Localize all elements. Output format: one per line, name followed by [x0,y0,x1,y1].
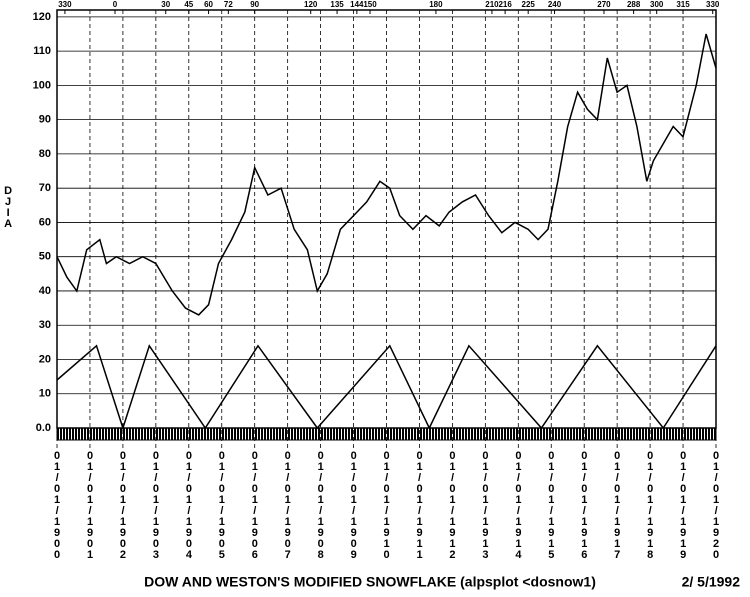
x-tick-label: 01/01/1920 [710,450,722,560]
top-tick-label: 45 [184,0,193,9]
top-tick-label: 60 [204,0,213,9]
x-tick-label: 01/01/1900 [51,450,63,560]
x-tick-label: 01/01/1914 [512,450,524,560]
data-line [56,344,717,431]
y-axis-label: DJIA [2,185,14,229]
x-tick-label: 01/01/1919 [677,450,689,560]
x-tick-label: 01/01/1912 [446,450,458,560]
top-tick-label: 270 [597,0,611,9]
top-tick-label: 180 [429,0,443,9]
top-tick-label: 135 [330,0,344,9]
x-tick-label: 01/01/1906 [249,450,261,560]
chart-title: DOW AND WESTON'S MODIFIED SNOWFLAKE (alp… [144,574,596,590]
top-tick-label: 210 [485,0,499,9]
x-tick-label: 01/01/1915 [545,450,557,560]
y-tick-label: 30 [39,319,51,331]
top-tick-label: 288 [627,0,641,9]
top-tick-label: 150 [363,0,377,9]
top-tick-label: 90 [250,0,259,9]
y-tick-label: 120 [33,11,51,23]
y-tick-label: 0.0 [36,422,51,434]
y-tick-label: 50 [39,251,51,263]
y-tick-label: 100 [33,79,51,91]
top-tick-label: 330 [706,0,720,9]
x-tick-label: 01/01/1913 [479,450,491,560]
x-tick-label: 01/01/1911 [414,450,426,560]
top-tick-label: 120 [304,0,318,9]
top-tick-label: 72 [224,0,233,9]
x-tick-label: 01/01/1907 [282,450,294,560]
y-tick-label: 80 [39,148,51,160]
x-tick-label: 01/01/1909 [348,450,360,560]
top-tick-label: 225 [522,0,536,9]
top-tick-label: 0 [113,0,118,9]
y-tick-label: 90 [39,114,51,126]
chart-date: 2/ 5/1992 [682,574,741,590]
x-tick-label: 01/01/1916 [578,450,590,560]
top-tick-label: 330 [58,0,72,9]
y-tick-label: 40 [39,285,51,297]
x-tick-label: 01/01/1908 [315,450,327,560]
x-tick-label: 01/01/1904 [183,450,195,560]
y-tick-label: 110 [33,45,51,57]
top-tick-label: 144 [350,0,364,9]
x-tick-label: 01/01/1918 [644,450,656,560]
top-tick-label: 240 [548,0,562,9]
y-tick-label: 60 [39,216,51,228]
data-line [56,33,717,316]
x-tick-label: 01/01/1905 [216,450,228,560]
x-tick-label: 01/01/1901 [84,450,96,560]
top-tick-label: 300 [650,0,664,9]
y-tick-label: 70 [39,182,51,194]
x-tick-label: 01/01/1903 [150,450,162,560]
top-tick-label: 30 [161,0,170,9]
x-tick-label: 01/01/1902 [117,450,129,560]
y-tick-label: 20 [39,353,51,365]
top-tick-label: 216 [498,0,512,9]
plot-frame [56,9,717,429]
top-tick-label: 315 [676,0,690,9]
y-tick-label: 10 [39,388,51,400]
x-tick-label: 01/01/1910 [381,450,393,560]
x-tick-label: 01/01/1917 [611,450,623,560]
